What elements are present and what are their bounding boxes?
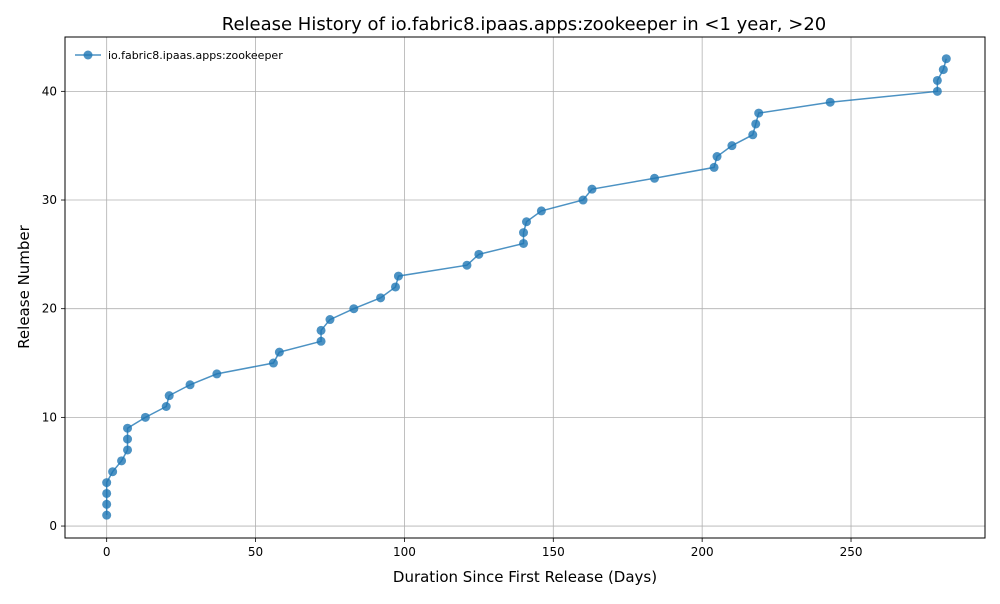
data-point — [709, 162, 719, 172]
data-point — [212, 369, 222, 379]
data-point — [932, 86, 942, 96]
data-point — [349, 304, 359, 314]
plot-frame — [64, 36, 986, 539]
data-point — [748, 130, 758, 140]
data-point — [123, 423, 133, 433]
data-point — [274, 347, 284, 357]
data-point — [102, 478, 112, 488]
grid — [65, 37, 985, 538]
data-point — [376, 293, 386, 303]
x-tick-label: 250 — [840, 545, 863, 559]
data-point — [521, 217, 531, 227]
y-tick-label: 10 — [42, 410, 57, 424]
data-point — [727, 141, 737, 151]
y-tick-label: 40 — [42, 84, 57, 98]
data-point — [578, 195, 588, 205]
data-point — [325, 315, 335, 325]
data-point — [462, 260, 472, 270]
data-point — [185, 380, 195, 390]
data-point — [316, 336, 326, 346]
x-tick-label: 200 — [691, 545, 714, 559]
data-point — [140, 412, 150, 422]
data-point — [117, 456, 127, 466]
data-point — [941, 54, 951, 64]
data-point — [102, 488, 112, 498]
data-point — [316, 325, 326, 335]
data-point — [108, 467, 118, 477]
y-tick-label: 30 — [42, 193, 57, 207]
data-point — [754, 108, 764, 118]
data-point — [536, 206, 546, 216]
legend-label: io.fabric8.ipaas.apps:zookeeper — [108, 49, 283, 62]
legend: io.fabric8.ipaas.apps:zookeeper — [75, 49, 283, 62]
series-line — [105, 58, 948, 516]
data-point — [164, 391, 174, 401]
data-point — [474, 249, 484, 259]
ticks: 0 50 100 150 200 250 0 10 20 30 40 — [42, 84, 863, 559]
y-tick-label: 0 — [49, 519, 57, 533]
data-point — [519, 238, 529, 248]
data-point — [650, 173, 660, 183]
data-point — [519, 228, 529, 238]
data-point — [393, 271, 403, 281]
legend-marker-sample — [83, 50, 93, 60]
data-point — [587, 184, 597, 194]
x-tick-label: 0 — [103, 545, 111, 559]
series-layer — [102, 54, 951, 520]
data-point — [102, 499, 112, 509]
x-tick-label: 150 — [542, 545, 565, 559]
chart-title: Release History of io.fabric8.ipaas.apps… — [222, 14, 826, 35]
data-point — [268, 358, 278, 368]
y-tick-label: 20 — [42, 302, 57, 316]
data-point — [938, 65, 948, 75]
data-point — [161, 402, 171, 412]
x-tick-label: 100 — [393, 545, 416, 559]
data-point — [102, 510, 112, 520]
x-tick-label: 50 — [248, 545, 263, 559]
data-point — [932, 75, 942, 85]
data-point — [390, 282, 400, 292]
y-axis-label: Release Number — [15, 224, 33, 348]
data-point — [123, 434, 133, 444]
x-axis-label: Duration Since First Release (Days) — [393, 568, 657, 586]
data-point — [825, 97, 835, 107]
data-point — [751, 119, 761, 129]
data-point — [123, 445, 133, 455]
data-point — [712, 152, 722, 162]
